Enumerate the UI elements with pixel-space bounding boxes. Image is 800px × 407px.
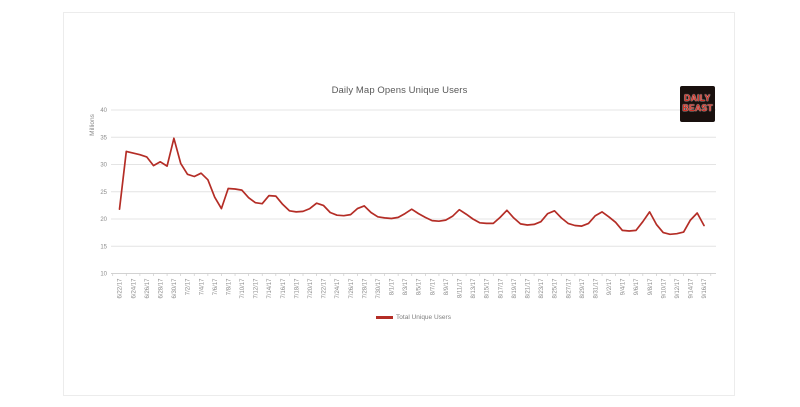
x-tick-label: 9/10/17 [661, 278, 667, 299]
x-tick-label: 8/21/17 [525, 278, 531, 299]
series-line [118, 137, 705, 236]
x-tick-label: 8/3/17 [403, 278, 409, 295]
chart-title: Daily Map Opens Unique Users [331, 85, 468, 96]
y-axis-title: Millions [89, 113, 96, 135]
x-tick-label: 7/26/17 [349, 278, 355, 299]
x-tick-label: 7/6/17 [213, 278, 219, 295]
x-tick-label: 8/19/17 [512, 278, 518, 299]
x-tick-label: 8/29/17 [580, 278, 586, 299]
x-tick-label: 7/2/17 [186, 278, 192, 295]
x-tick-label: 7/22/17 [322, 278, 328, 299]
x-tick-label: 7/14/17 [267, 278, 273, 299]
legend-label: Total Unique Users [396, 314, 451, 321]
y-tick-label: 20 [100, 217, 107, 223]
x-tick-label: 9/2/17 [607, 278, 613, 295]
y-tick-label: 10 [100, 272, 107, 278]
daily-beast-logo: DAILY BEAST [680, 86, 715, 122]
x-tick-label: 8/9/17 [444, 278, 450, 295]
x-tick-label: 8/13/17 [471, 278, 477, 299]
x-tick-label: 9/8/17 [648, 278, 654, 295]
x-tick-label: 8/11/17 [458, 278, 464, 298]
x-tick-label: 8/27/17 [566, 278, 572, 299]
x-tick-label: 6/24/17 [131, 278, 137, 299]
x-tick-label: 9/12/17 [675, 278, 681, 299]
x-tick-label: 8/31/17 [593, 278, 599, 299]
y-tick-label: 30 [100, 163, 107, 169]
x-tick-label: 7/28/17 [362, 278, 368, 299]
x-tick-label: 9/16/17 [702, 278, 708, 299]
y-tick-label: 25 [100, 190, 107, 196]
x-tick-label: 9/14/17 [689, 278, 695, 299]
x-tick-label: 9/6/17 [634, 278, 640, 295]
x-tick-label: 7/16/17 [281, 278, 287, 299]
x-tick-label: 8/1/17 [390, 278, 396, 295]
x-tick-label: 8/17/17 [498, 278, 504, 299]
chart-canvas [63, 12, 735, 396]
x-tick-label: 8/25/17 [553, 278, 559, 299]
x-tick-label: 6/30/17 [172, 278, 178, 299]
x-tick-label: 8/5/17 [417, 278, 423, 295]
x-tick-label: 7/20/17 [308, 278, 314, 299]
x-tick-label: 7/24/17 [335, 278, 341, 299]
legend-line-swatch [376, 316, 394, 319]
x-tick-label: 8/23/17 [539, 278, 545, 299]
x-tick-label: 8/15/17 [485, 278, 491, 299]
x-tick-label: 7/10/17 [240, 278, 246, 299]
x-tick-label: 7/8/17 [226, 278, 232, 295]
x-tick-label: 7/4/17 [199, 278, 205, 295]
y-tick-label: 40 [100, 108, 107, 114]
x-tick-label: 7/18/17 [294, 278, 300, 299]
x-tick-label: 6/28/17 [158, 278, 164, 299]
legend: Total Unique Users [111, 314, 716, 321]
y-tick-label: 15 [100, 244, 107, 250]
logo-line-1: DAILY [684, 93, 711, 105]
x-tick-label: 9/4/17 [621, 278, 627, 295]
x-tick-label: 7/12/17 [254, 278, 260, 299]
x-tick-label: 7/30/17 [376, 278, 382, 299]
x-tick-label: 8/7/17 [430, 278, 436, 295]
logo-line-2: BEAST [682, 103, 713, 114]
x-tick-label: 6/26/17 [145, 278, 151, 299]
y-tick-label: 35 [100, 135, 107, 141]
x-tick-label: 6/22/17 [118, 278, 124, 299]
